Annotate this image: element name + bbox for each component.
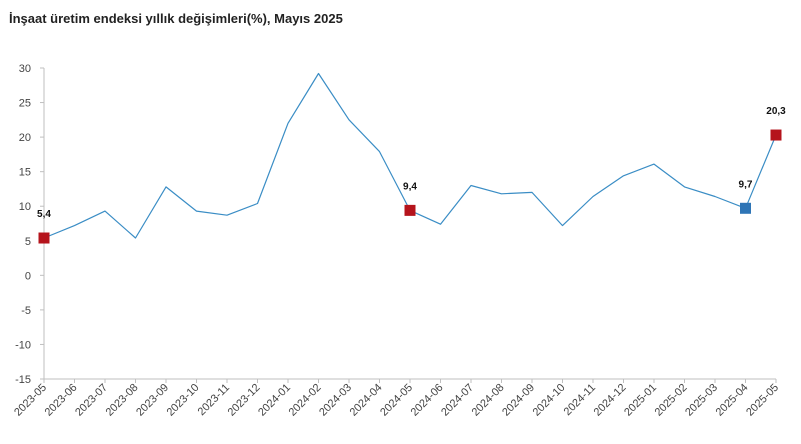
x-tick-label: 2024-10 xyxy=(531,382,568,419)
x-tick-label: 2023-07 xyxy=(73,382,110,419)
x-tick-label: 2025-02 xyxy=(653,382,690,419)
x-tick-label: 2024-03 xyxy=(317,382,354,419)
x-tick-label: 2024-08 xyxy=(470,382,507,419)
y-tick-label: 25 xyxy=(19,98,31,110)
x-tick-label: 2025-03 xyxy=(683,382,720,419)
data-point-marker xyxy=(770,129,782,141)
x-tick-label: 2024-02 xyxy=(287,382,324,419)
y-tick-label: 15 xyxy=(19,167,31,179)
x-tick-label: 2024-06 xyxy=(409,382,446,419)
y-tick-label: 5 xyxy=(25,236,31,248)
y-tick-label: -10 xyxy=(15,339,31,351)
x-tick-label: 2024-07 xyxy=(439,382,476,419)
x-tick-label: 2023-06 xyxy=(43,382,80,419)
x-tick-label: 2025-04 xyxy=(714,382,751,419)
x-tick-label: 2024-01 xyxy=(256,382,293,419)
x-tick-label: 2023-05 xyxy=(12,382,49,419)
x-tick-label: 2023-10 xyxy=(165,382,202,419)
data-point-marker xyxy=(404,204,416,216)
chart-title: İnşaat üretim endeksi yıllık değişimleri… xyxy=(9,11,343,26)
data-label: 9,4 xyxy=(403,181,417,192)
x-tick-label: 2025-05 xyxy=(744,382,781,419)
y-tick-label: 30 xyxy=(19,63,31,75)
x-tick-label: 2023-08 xyxy=(104,382,141,419)
x-tick-label: 2024-12 xyxy=(592,382,629,419)
x-tick-label: 2023-09 xyxy=(134,382,171,419)
x-tick-label: 2024-04 xyxy=(348,382,385,419)
data-label: 9,7 xyxy=(739,179,753,190)
y-tick-label: 10 xyxy=(19,201,31,213)
x-tick-label: 2024-09 xyxy=(500,382,537,419)
data-label: 20,3 xyxy=(766,106,786,117)
y-tick-label: -15 xyxy=(15,374,31,386)
x-tick-label: 2024-05 xyxy=(378,382,415,419)
x-tick-label: 2023-12 xyxy=(226,382,263,419)
data-point-marker xyxy=(740,202,751,214)
x-tick-label: 2025-01 xyxy=(622,382,659,419)
y-tick-label: -5 xyxy=(21,305,31,317)
y-tick-label: 0 xyxy=(25,270,31,282)
data-label: 5,4 xyxy=(37,209,51,220)
data-point-marker xyxy=(38,232,50,244)
y-tick-label: 20 xyxy=(19,132,31,144)
